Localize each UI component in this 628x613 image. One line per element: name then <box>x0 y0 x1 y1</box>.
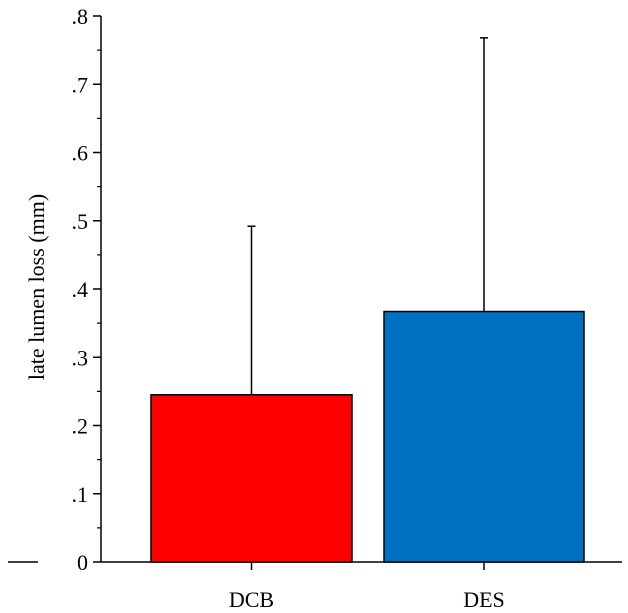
y-tick-label: .5 <box>72 209 89 234</box>
y-tick-label: 0 <box>77 550 88 575</box>
y-tick-label: .7 <box>72 72 89 97</box>
x-tick-label: DCB <box>229 587 274 612</box>
y-tick-label: .6 <box>72 141 89 166</box>
y-tick-label: .8 <box>72 4 89 29</box>
y-tick-label: .4 <box>72 277 89 302</box>
x-tick-label: DES <box>463 587 505 612</box>
y-axis-label: late lumen loss (mm) <box>24 194 49 380</box>
y-tick-label: .2 <box>72 414 89 439</box>
bar-des <box>383 310 585 563</box>
y-tick-label: .3 <box>72 345 89 370</box>
y-tick-label: .1 <box>72 482 89 507</box>
plot-area: 0 .1 .2 .3 .4 .5 .6 .7 .8 DCB DES <box>8 4 622 612</box>
bar-dcb <box>150 394 353 563</box>
